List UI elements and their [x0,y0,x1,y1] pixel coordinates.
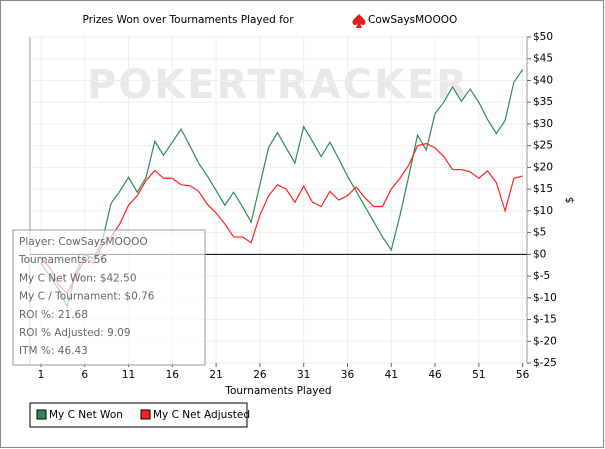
info-line: ITM %: 46.43 [19,345,88,357]
legend-swatch [140,409,151,420]
x-tick-label: 6 [81,369,88,381]
series-line [40,69,524,309]
y-tick-label: $50 [533,31,553,43]
x-tick-label: 36 [341,369,355,381]
x-tick-label: 1 [38,369,45,381]
legend-label: My C Net Adjusted [153,409,250,421]
info-line: ROI %: 21.68 [19,309,88,321]
x-tick-label: 16 [166,369,180,381]
watermark: POKERTRACKER [87,62,469,108]
series-line [40,142,523,295]
x-axis-label: Tournaments Played [224,385,331,397]
x-tick-label: 46 [428,369,442,381]
x-tick-label: 56 [516,369,530,381]
y-tick-label: $-20 [533,335,557,347]
y-tick-label: $-10 [533,292,557,304]
spade-icon [352,14,366,28]
legend-box [29,402,248,428]
y-tick-label: $-15 [533,314,557,326]
info-line: ROI % Adjusted: 9.09 [19,327,131,339]
info-line: My C Net Won: $42.50 [19,272,137,284]
legend-label: My C Net Won [49,409,123,421]
y-tick-label: $5 [533,227,546,239]
y-tick-label: $15 [533,183,553,195]
info-line: Player: CowSaysMOOOO [19,236,148,248]
y-tick-label: $20 [533,161,553,173]
x-tick-label: 11 [122,369,135,381]
y-tick-label: $35 [533,96,553,108]
y-tick-label: $45 [533,53,553,65]
y-tick-label: $30 [533,118,553,130]
y-tick-label: $40 [533,74,553,86]
x-tick-label: 26 [253,369,267,381]
player-name: CowSaysMOOOO [368,14,457,26]
x-tick-label: 31 [297,369,310,381]
y-tick-label: $0 [533,248,546,260]
y-axis-label: $ [564,197,576,204]
y-tick-label: $-5 [533,270,550,282]
x-tick-label: 51 [472,369,485,381]
info-line: Tournaments: 56 [18,254,107,266]
info-box [12,229,206,366]
info-line: My C / Tournament: $0.76 [19,291,155,303]
x-tick-label: 41 [385,369,398,381]
y-tick-label: $-25 [533,357,557,369]
x-tick-label: 21 [209,369,222,381]
chart-title: Prizes Won over Tournaments Played for [82,14,294,26]
y-tick-label: $10 [533,205,553,217]
y-tick-label: $25 [533,140,553,152]
legend-swatch [36,409,47,420]
